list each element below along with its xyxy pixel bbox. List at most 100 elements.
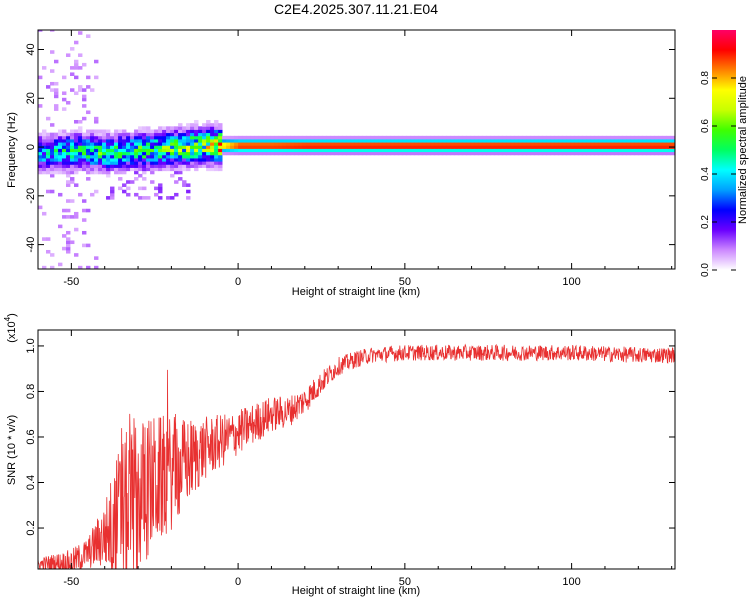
spectrogram-cell [358,139,363,143]
spectrogram-cell [186,145,191,149]
spectrogram-cell [74,154,79,159]
spectrogram-cell [422,142,427,146]
spectrogram-cell [650,148,655,153]
spectrogram-cell [390,145,395,149]
spectrogram-cell [90,145,95,149]
spectrogram-cell [82,97,87,102]
spectrogram-cell [102,151,107,156]
spectrogram-cell [282,135,287,140]
spectrogram-cell [38,170,43,175]
spectrogram-cell [230,142,235,146]
spectrogram-cell [62,215,67,219]
spectrogram-cell [570,148,575,153]
spectrogram-cell [262,142,267,146]
spectrogram-cell [614,151,619,156]
spectrogram-cell [66,173,71,178]
spectrogram-cell [210,142,215,146]
spectrogram-cell [242,151,247,156]
spectrogram-cell [146,129,151,134]
spectrogram-cell [234,135,239,140]
spectrogram-cell [614,142,619,146]
spectrogram-cell [590,151,595,156]
spectrogram-cell [218,123,223,127]
spectrogram-cell [286,142,291,146]
spectrogram-cell [490,148,495,153]
spectrogram-cell [270,145,275,149]
spectrogram-cell [250,135,255,140]
spectrogram-cell [118,186,123,191]
spectrogram-cell [130,164,135,168]
spectrogram-cell [198,154,203,159]
spectrogram-cell [154,167,159,172]
spectrogram-cell [162,135,167,140]
spectrogram-cell [142,158,147,162]
spectrogram-cell [198,126,203,130]
spectrogram-cell [98,154,103,159]
spectrogram-cell [350,139,355,143]
spectrogram-cell [534,142,539,146]
spectrogram-cell [62,151,67,156]
spectrogram-cell [214,151,219,156]
spectrogram-cell [270,139,275,143]
spectrogram-cell [578,148,583,153]
spectrogram-cell [334,139,339,143]
spectrogram-cell [266,145,271,149]
spectrogram-cell [526,135,531,140]
spectrogram-cell [410,145,415,149]
spectrogram-cell [538,135,543,140]
spectrogram-cell [46,116,51,121]
spectrogram-cell [550,148,555,153]
snr-x-tick-label: 50 [399,576,411,588]
spectrogram-cell [154,154,159,159]
spectrogram-cell [78,119,83,124]
spectrogram-cell [126,186,131,191]
spectrogram-cell [486,135,491,140]
spectrogram-cell [62,154,67,159]
spectrogram-cell [290,142,295,146]
spectrogram-cell [86,145,91,149]
spectrogram-cell [146,145,151,149]
spectrogram-cell [70,167,75,172]
spectrogram-cell [302,151,307,156]
spectrogram-cell [70,170,75,175]
spectrogram-cell [146,167,151,172]
spectrogram-cell [558,148,563,153]
spectrogram-cell [134,167,139,172]
spectrogram-cell [186,158,191,162]
spectrogram-cell [366,148,371,153]
spectrogram-cell [518,145,523,149]
spectrogram-cell [414,139,419,143]
spectrogram-cell [74,145,79,149]
spectrogram-cell [318,139,323,143]
spectrogram-cell [554,142,559,146]
spectrogram-cell [490,145,495,149]
spectrogram-cell [78,192,83,197]
spectrogram-cell [130,132,135,137]
snr-scale-note: (x104) [3,313,18,343]
spectrogram-cell [118,154,123,159]
spectrogram-cell [74,135,79,140]
spectrogram-cell [614,145,619,149]
spectrogram-cell [278,139,283,143]
spectrogram-cell [526,142,531,146]
spectrogram-cell [574,135,579,140]
spectrogram-cell [86,164,91,168]
spectrogram-cell [58,164,63,168]
spectrogram-cell [214,161,219,165]
spectrogram-cell [606,135,611,140]
spectrogram-cell [62,148,67,153]
spectrogram-cell [58,170,63,175]
spectrogram-cell [206,167,211,172]
spectrogram-cell [138,164,143,168]
spectrogram-cell [450,142,455,146]
spectrogram-cell [226,148,231,153]
spectrogram-cell [42,154,47,159]
spectrogram-cell [242,135,247,140]
spectrogram-cell [122,151,127,156]
spectrogram-cell [134,164,139,168]
spectrogram-cell [478,145,483,149]
spectrogram-cell [382,145,387,149]
spectrogram-cell [138,161,143,165]
spectrogram-cell [206,148,211,153]
spectrogram-cell [66,180,71,184]
